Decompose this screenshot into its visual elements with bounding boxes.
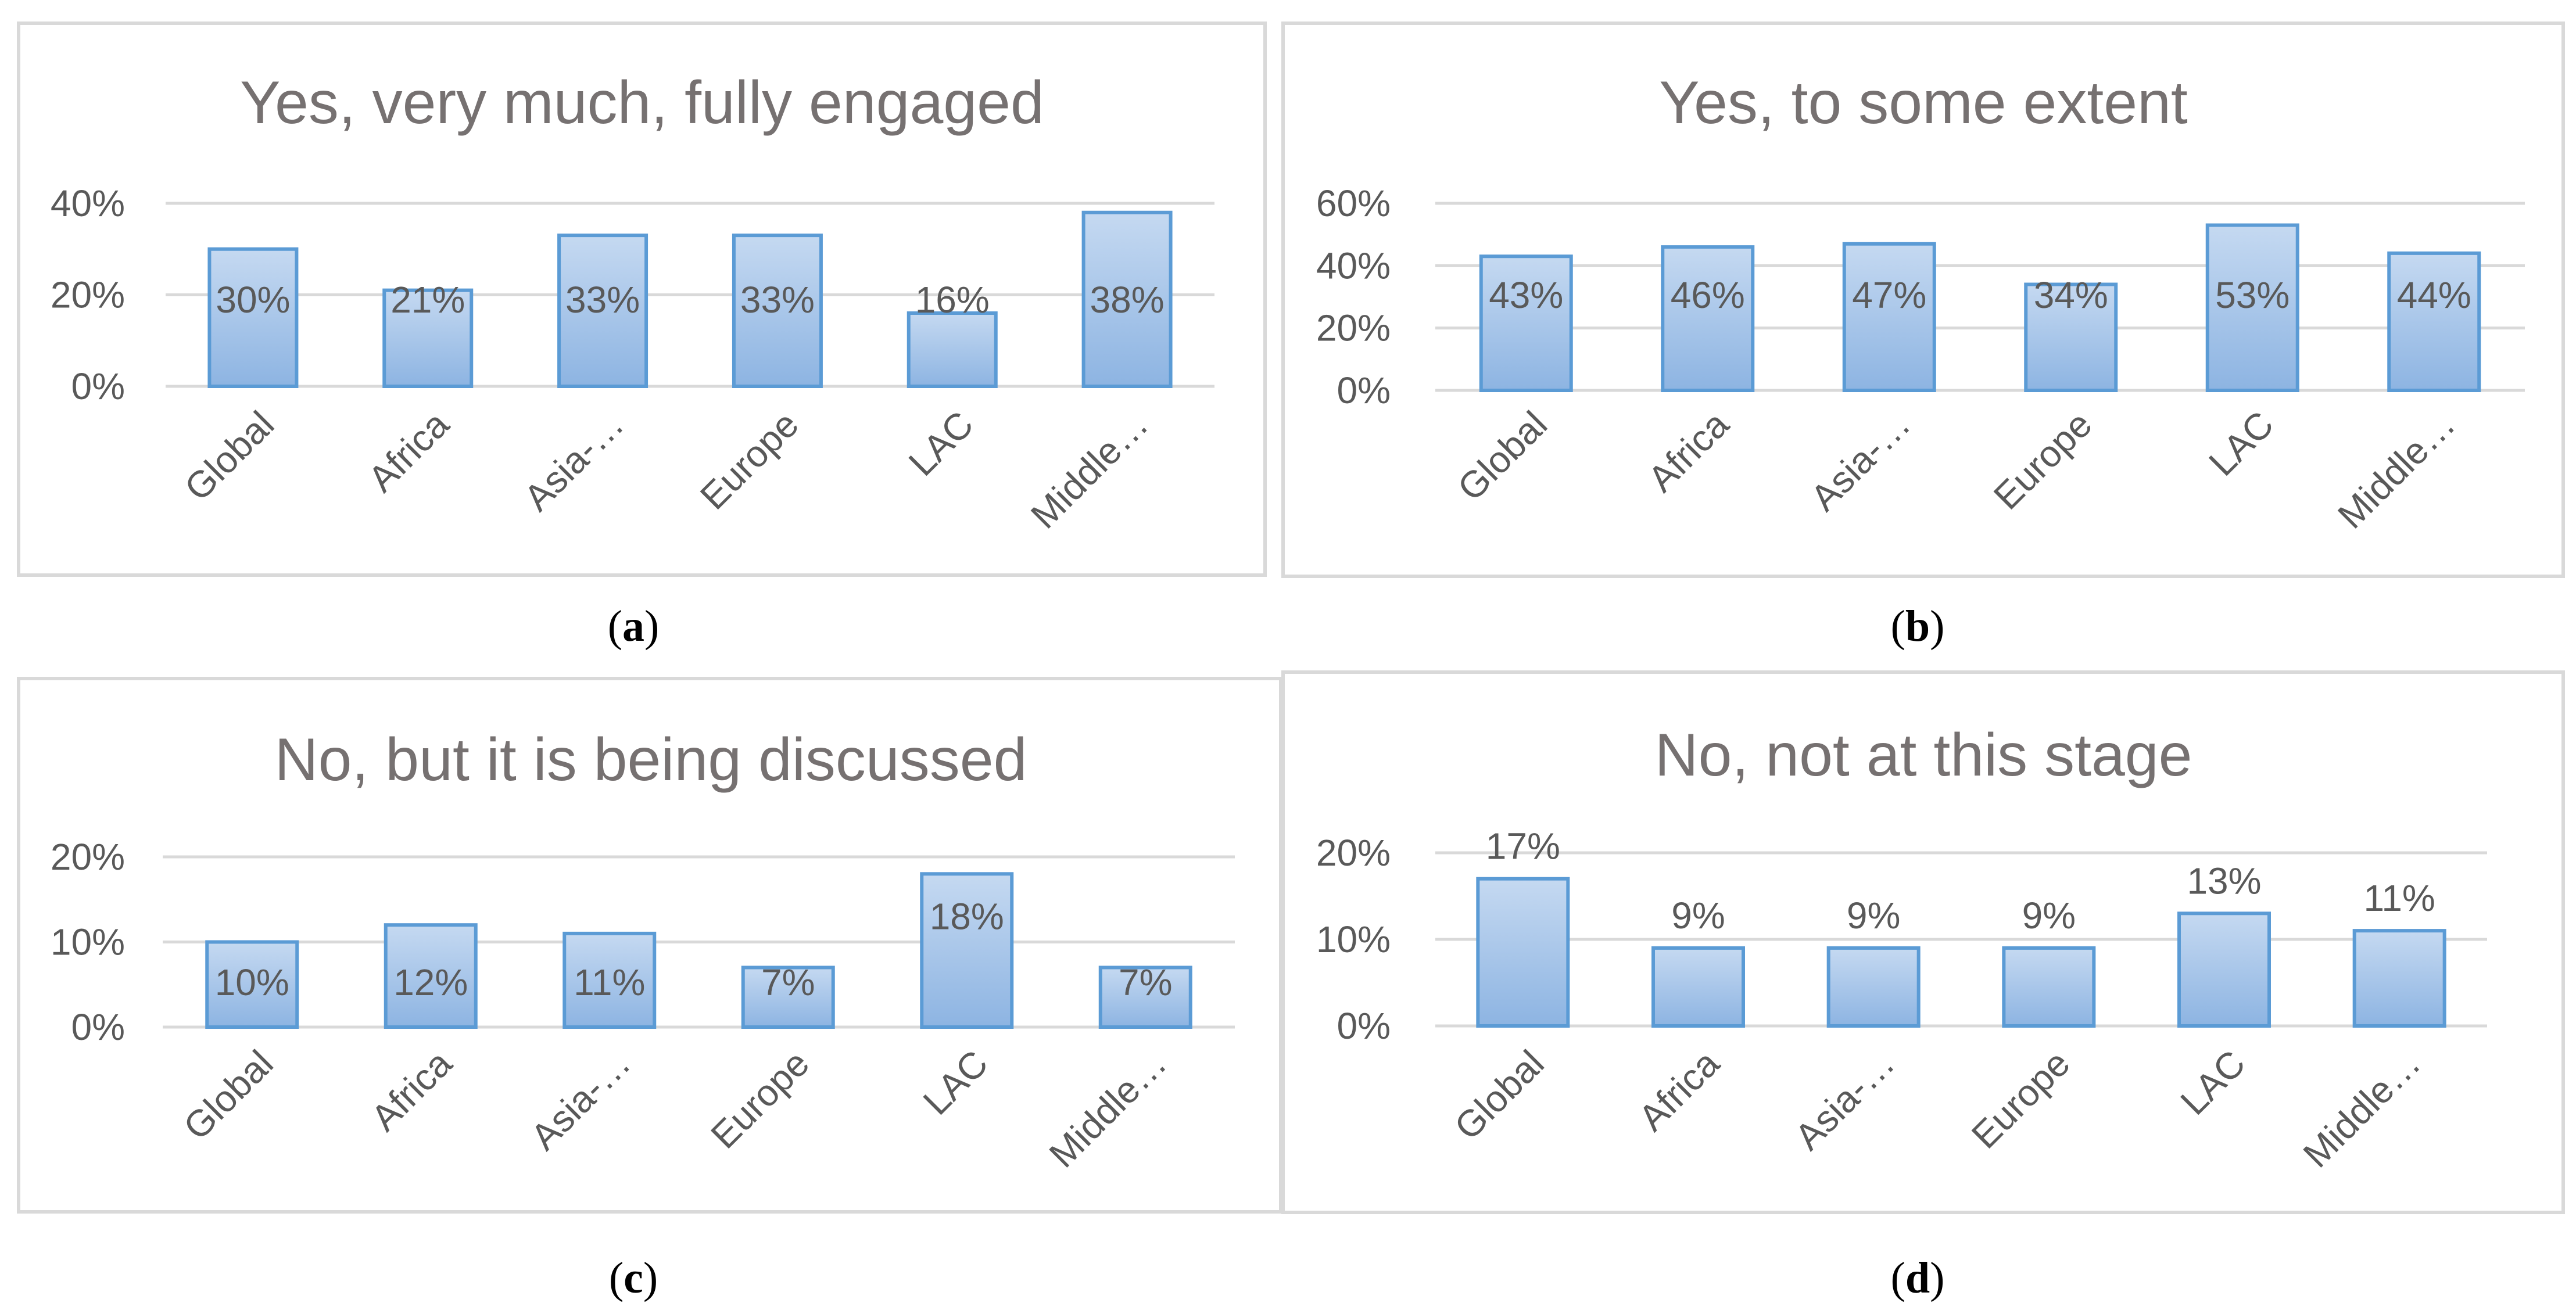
y-tick-label: 40% — [1316, 245, 1391, 286]
y-tick-label: 40% — [51, 182, 125, 224]
bar-asia — [557, 234, 649, 388]
bar-africa — [1651, 946, 1745, 1028]
data-label: 18% — [930, 895, 1004, 937]
data-label: 13% — [2187, 860, 2261, 902]
chart-title: Yes, very much, fully engaged — [240, 69, 1044, 137]
data-label: 11% — [2363, 877, 2435, 919]
bar-africa — [1661, 245, 1755, 392]
y-tick-label: 10% — [51, 921, 125, 963]
chart-title: Yes, to some extent — [1659, 69, 2188, 137]
bar-middle — [1081, 210, 1173, 388]
data-label: 16% — [915, 279, 990, 321]
chart-panel-b: Yes, to some extent0%20%40%60%43%Global4… — [1281, 21, 2565, 578]
bar-lac — [2177, 911, 2271, 1028]
bar-global — [207, 247, 299, 388]
data-label: 9% — [2022, 895, 2076, 936]
bar-asia — [1826, 946, 1921, 1028]
chart-panel-c: No, but it is being discussed 0% 10% 20% 10%… — [17, 677, 1282, 1214]
bar-lac — [907, 311, 998, 388]
data-label: 7% — [761, 961, 815, 1003]
data-label: 21% — [390, 279, 465, 321]
data-label: 17% — [1486, 826, 1560, 867]
panel-caption: (a) — [608, 602, 660, 651]
bar-africa — [384, 923, 478, 1029]
data-label: 44% — [2397, 274, 2471, 316]
bar-europe — [732, 234, 823, 388]
chart-title: No, not at this stage — [1655, 722, 2192, 789]
data-label: 10% — [215, 961, 289, 1003]
bar-asia — [563, 931, 657, 1029]
y-tick-label: 0% — [1337, 1005, 1391, 1047]
bar-europe — [741, 966, 835, 1029]
y-tick-label: 20% — [1316, 307, 1391, 349]
bar-middle — [2352, 929, 2446, 1028]
bar-lac — [2205, 223, 2299, 392]
bar-lac — [920, 872, 1014, 1029]
bar-europe — [2024, 282, 2118, 392]
y-tick-label: 20% — [51, 836, 125, 878]
bar-global — [205, 940, 299, 1029]
data-label: 33% — [740, 279, 815, 321]
chart-title: No, but it is being discussed — [275, 726, 1027, 794]
data-label: 43% — [1489, 274, 1563, 316]
panel-caption: (c) — [609, 1254, 658, 1302]
data-label: 11% — [574, 961, 645, 1003]
panel-caption: (b) — [1891, 602, 1945, 651]
bar-global — [1479, 254, 1573, 392]
y-tick-label: 60% — [1316, 182, 1391, 224]
data-label: 9% — [1671, 895, 1725, 936]
y-tick-label: 10% — [1316, 918, 1391, 960]
data-label: 9% — [1847, 895, 1901, 936]
bar-middle — [2387, 251, 2481, 392]
bar-global — [1476, 877, 1570, 1028]
y-tick-label: 0% — [71, 365, 126, 407]
bar-africa — [382, 288, 474, 388]
y-tick-label: 20% — [51, 274, 125, 316]
data-label: 34% — [2034, 274, 2108, 316]
y-tick-label: 0% — [1337, 369, 1391, 411]
chart-panel-a: Yes, very much, fully engaged 0% 20% 40% 30%… — [17, 21, 1267, 577]
y-tick-label: 0% — [71, 1006, 126, 1048]
data-label: 7% — [1119, 961, 1173, 1003]
bar-europe — [2002, 946, 2096, 1028]
data-label: 30% — [216, 279, 290, 321]
data-label: 33% — [565, 279, 640, 321]
y-tick-label: 20% — [1316, 832, 1391, 874]
bar-asia — [1842, 242, 1936, 392]
bar-middle — [1098, 966, 1192, 1029]
data-label: 53% — [2215, 274, 2290, 316]
panel-caption: (d) — [1891, 1254, 1945, 1302]
data-label: 46% — [1671, 274, 1745, 316]
data-label: 38% — [1090, 279, 1165, 321]
data-label: 47% — [1852, 274, 1926, 316]
data-label: 12% — [393, 961, 468, 1003]
